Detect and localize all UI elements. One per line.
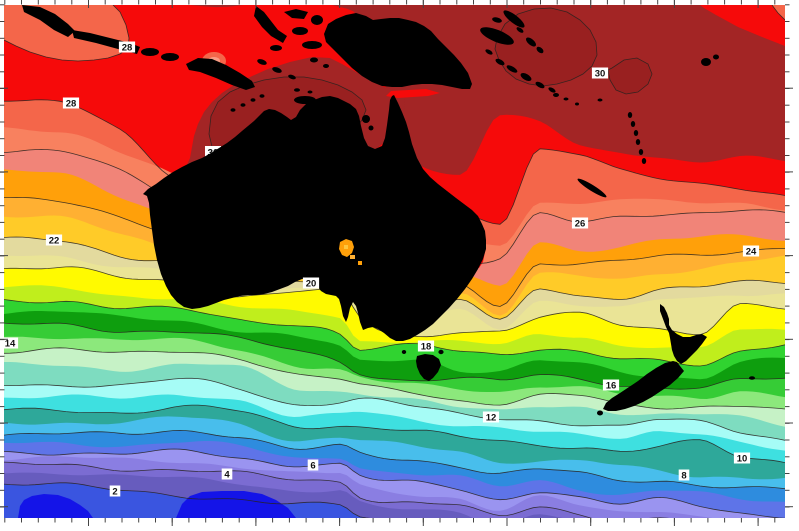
svg-text:24: 24 [746,247,757,258]
svg-text:4: 4 [224,470,230,481]
svg-text:28: 28 [122,43,133,54]
svg-text:14: 14 [5,339,16,350]
svg-text:8: 8 [681,471,686,482]
svg-text:12: 12 [486,413,497,424]
svg-text:6: 6 [310,461,315,472]
svg-text:16: 16 [606,381,617,392]
svg-text:22: 22 [49,236,60,247]
svg-text:18: 18 [421,342,432,353]
svg-text:2: 2 [112,487,117,498]
svg-text:10: 10 [737,454,748,465]
svg-text:26: 26 [575,219,586,230]
svg-text:30: 30 [595,69,606,80]
svg-text:20: 20 [306,279,317,290]
svg-text:28: 28 [66,99,77,110]
